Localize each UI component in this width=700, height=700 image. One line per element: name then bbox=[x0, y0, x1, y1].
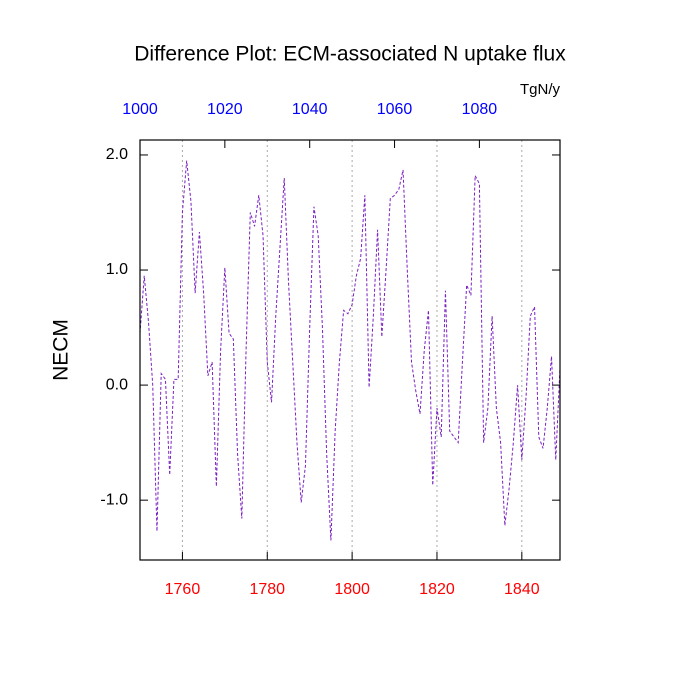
data-line bbox=[139, 160, 561, 541]
x2-tick-label: 1080 bbox=[462, 101, 498, 118]
x-tick-label: 1840 bbox=[504, 581, 540, 598]
x2-tick-label: 1040 bbox=[292, 101, 328, 118]
x2-tick-label: 1000 bbox=[122, 101, 158, 118]
units-label: TgN/y bbox=[520, 81, 561, 98]
y-tick-label: 0.0 bbox=[106, 376, 128, 393]
x-tick-label: 1820 bbox=[419, 581, 455, 598]
x-tick-label: 1800 bbox=[334, 581, 370, 598]
x-tick-label: 1760 bbox=[165, 581, 201, 598]
x2-tick-label: 1020 bbox=[207, 101, 243, 118]
x2-tick-label: 1060 bbox=[377, 101, 413, 118]
y-axis-label: NECM bbox=[50, 319, 73, 381]
plot-frame bbox=[139, 139, 561, 561]
y-tick-label: 1.0 bbox=[106, 261, 128, 278]
chart-title: Difference Plot: ECM-associated N uptake… bbox=[134, 43, 566, 66]
y-tick-label: -1.0 bbox=[100, 491, 128, 508]
x-tick-label: 1780 bbox=[249, 581, 285, 598]
y-tick-label: 2.0 bbox=[106, 146, 128, 163]
